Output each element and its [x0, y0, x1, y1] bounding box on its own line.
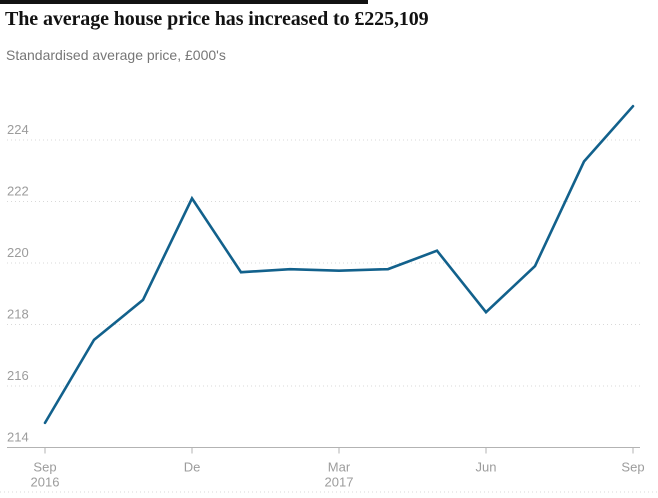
price-series-line	[43, 104, 635, 425]
y-tick-label: 216	[7, 368, 29, 383]
chart-title: The average house price has increased to…	[5, 8, 429, 30]
x-tick-label: De	[184, 460, 201, 475]
y-tick-label: 214	[7, 430, 29, 445]
x-tick-label: Sep	[33, 460, 56, 475]
y-axis-gridlines: 214 216 218 220 222 224	[7, 122, 640, 448]
y-tick-label: 218	[7, 307, 29, 322]
y-tick-label: 224	[7, 122, 29, 137]
y-tick-label: 220	[7, 245, 29, 260]
x-tick-label: Mar	[328, 460, 351, 475]
chart-subtitle: Standardised average price, £000's	[6, 47, 226, 63]
x-tick-sublabel: 2016	[31, 475, 60, 490]
top-accent-bar	[0, 0, 368, 4]
y-tick-label: 222	[7, 184, 29, 199]
x-tick-label: Sep	[621, 460, 644, 475]
x-tick-label: Jun	[476, 460, 497, 475]
x-tick-sublabel: 2017	[325, 475, 354, 490]
